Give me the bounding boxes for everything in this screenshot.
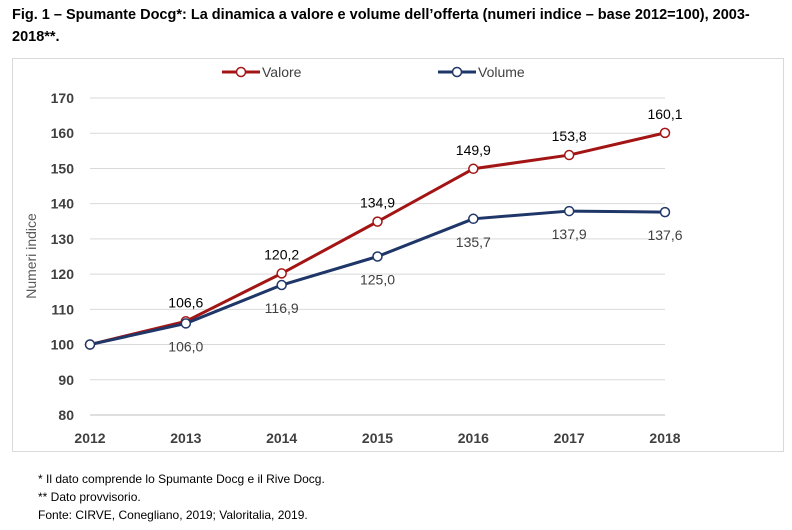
data-point-valore bbox=[659, 127, 671, 139]
data-label-volume: 135,7 bbox=[456, 234, 491, 250]
y-tick-label: 130 bbox=[51, 231, 75, 247]
data-point-volume bbox=[468, 213, 479, 225]
footnote-scope: * Il dato comprende lo Spumante Docg e i… bbox=[38, 472, 325, 486]
legend-marker-valore bbox=[235, 66, 247, 78]
legend-marker-volume bbox=[451, 66, 463, 78]
data-label-valore: 134,9 bbox=[360, 195, 395, 211]
data-label-valore: 120,2 bbox=[264, 246, 299, 262]
y-tick-label: 110 bbox=[51, 301, 74, 317]
data-label-volume: 137,6 bbox=[647, 227, 682, 243]
y-tick-label: 150 bbox=[51, 160, 75, 176]
data-point-volume bbox=[372, 251, 383, 262]
data-label-volume: 137,9 bbox=[552, 226, 587, 242]
chart-frame bbox=[12, 58, 784, 452]
x-tick-label: 2015 bbox=[362, 430, 393, 446]
legend: Valore Volume bbox=[222, 64, 525, 80]
x-tick-label: 2014 bbox=[266, 430, 297, 446]
data-label-volume: 125,0 bbox=[360, 272, 395, 288]
data-point-valore bbox=[563, 149, 575, 161]
x-tick-label: 2016 bbox=[458, 430, 489, 446]
y-axis-title: Numeri indice bbox=[23, 213, 39, 299]
axes: 80 90 100 110 120 130 140 150 160 170 2012 2013 2014… bbox=[23, 90, 681, 446]
series-lines bbox=[84, 127, 671, 350]
data-point-valore bbox=[372, 216, 383, 227]
y-tick-label: 80 bbox=[58, 407, 74, 423]
data-point-volume bbox=[659, 206, 671, 218]
footnotes: * Il dato comprende lo Spumante Docg e i… bbox=[38, 470, 325, 524]
data-point-volume bbox=[276, 279, 287, 291]
x-tick-label: 2012 bbox=[74, 430, 105, 446]
data-label-valore: 149,9 bbox=[456, 142, 491, 158]
y-tick-label: 120 bbox=[51, 266, 75, 282]
data-point-valore bbox=[468, 163, 479, 175]
data-label-valore: 106,6 bbox=[168, 294, 203, 310]
figure-title: Fig. 1 – Spumante Docg*: La dinamica a v… bbox=[12, 7, 750, 45]
data-point-volume bbox=[84, 339, 96, 350]
y-tick-label: 100 bbox=[51, 337, 75, 353]
data-label-volume: 116,9 bbox=[265, 300, 299, 316]
data-label-valore: 153,8 bbox=[552, 128, 587, 144]
y-tick-label: 140 bbox=[51, 196, 75, 212]
data-labels: 106,6 120,2 134,9 149,9 153,8 160,1 106,0 116,9… bbox=[168, 106, 682, 355]
legend-label-valore: Valore bbox=[262, 64, 302, 80]
data-label-valore: 160,1 bbox=[647, 106, 682, 122]
x-tick-label: 2018 bbox=[649, 430, 680, 446]
data-label-volume: 106,0 bbox=[168, 338, 203, 354]
x-tick-label: 2017 bbox=[554, 430, 585, 446]
line-chart: 80 90 100 110 120 130 140 150 160 170 2012 2013 2014… bbox=[23, 64, 683, 446]
y-tick-label: 170 bbox=[51, 90, 75, 106]
legend-label-volume: Volume bbox=[478, 64, 525, 80]
data-point-volume bbox=[180, 318, 192, 329]
data-point-volume bbox=[563, 205, 575, 217]
footnote-source: Fonte: CIRVE, Conegliano, 2019; Valorita… bbox=[38, 508, 308, 522]
y-tick-label: 160 bbox=[51, 125, 75, 141]
footnote-provisional: ** Dato provvisorio. bbox=[38, 490, 141, 504]
y-tick-label: 90 bbox=[58, 372, 74, 388]
x-tick-label: 2013 bbox=[170, 430, 201, 446]
data-point-valore bbox=[276, 268, 287, 279]
